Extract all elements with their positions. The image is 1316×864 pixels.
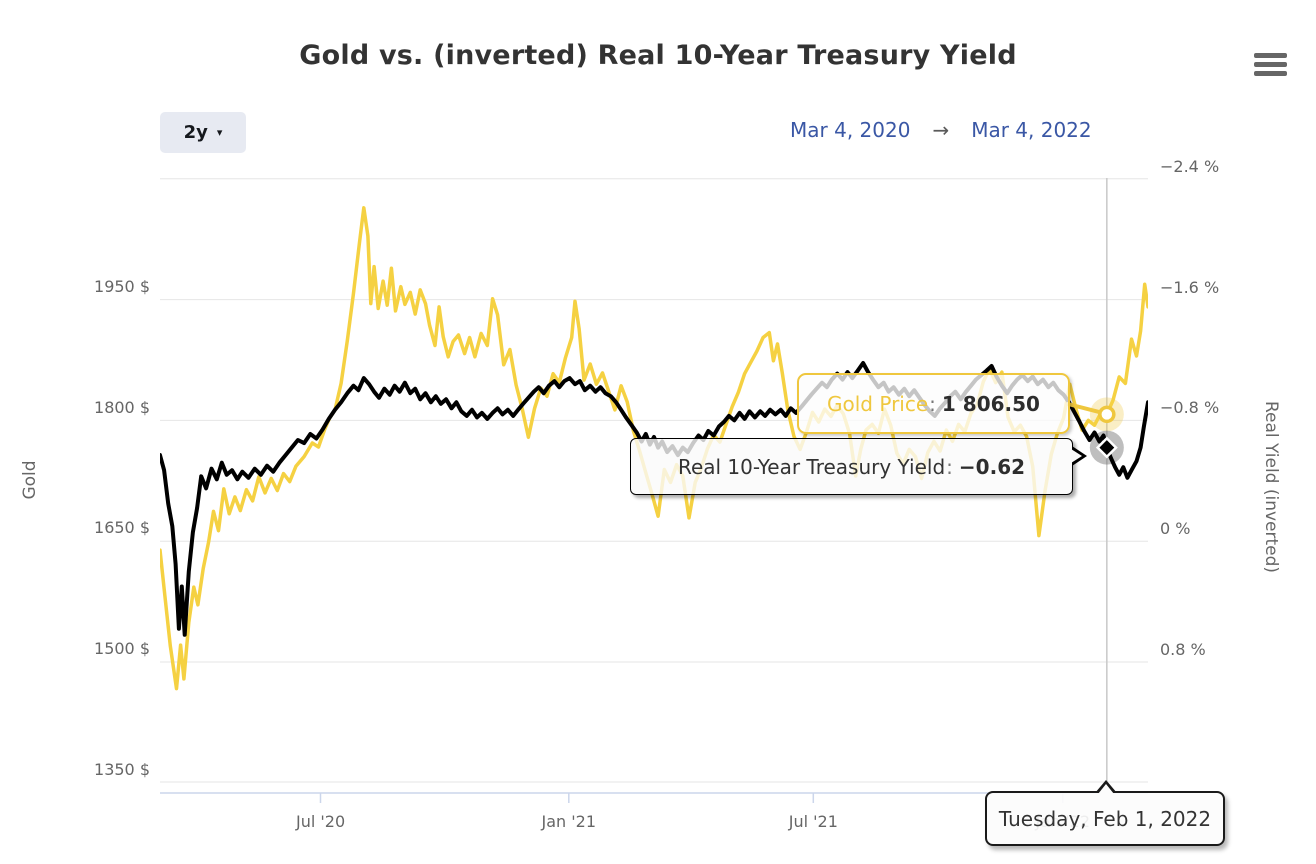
yield-hover-marker <box>1095 436 1118 459</box>
tooltip-yield-label: Real 10-Year Treasury Yield <box>677 454 946 479</box>
y-axis-label-yield: −0.8 % <box>1160 398 1220 418</box>
range-label: 2y <box>183 122 208 143</box>
y-axis-label-yield: 0 % <box>1160 519 1191 539</box>
y-axis-label-gold: 1650 $ <box>94 518 150 538</box>
range-selector-button[interactable]: 2y ▾ <box>160 112 246 153</box>
y-axis-title-real-yield: Real Yield (inverted) <box>1261 400 1281 574</box>
tooltip-yield-value: −0.62 <box>958 454 1026 479</box>
date-to-link[interactable]: Mar 4, 2022 <box>971 118 1092 142</box>
tooltip-connector <box>1066 402 1103 415</box>
date-range: Mar 4, 2020 → Mar 4, 2022 <box>790 118 1092 142</box>
tooltip-date: Tuesday, Feb 1, 2022 <box>985 780 1225 846</box>
date-from-link[interactable]: Mar 4, 2020 <box>790 118 911 142</box>
tooltip-treasury-yield: Real 10-Year Treasury Yield: −0.62 <box>630 438 1087 495</box>
arrow-right-icon: → <box>932 118 950 142</box>
y-axis-label-yield: 0.8 % <box>1160 640 1206 659</box>
page-title: Gold vs. (inverted) Real 10-Year Treasur… <box>299 40 1017 71</box>
y-axis-title-gold: Gold <box>20 460 40 500</box>
x-axis-label: Jan '21 <box>541 812 597 831</box>
x-axis-label: Jul '20 <box>295 812 346 831</box>
x-axis-label: Jul '21 <box>788 812 838 831</box>
gold-hover-marker <box>1098 405 1116 424</box>
y-axis-label-gold: 1950 $ <box>94 276 150 296</box>
chevron-down-icon: ▾ <box>216 126 223 139</box>
y-axis-label-yield: −2.4 % <box>1160 156 1220 176</box>
y-axis-label-gold: 1350 $ <box>94 760 150 779</box>
tooltip-gold-value: 1 806.50 <box>941 391 1040 416</box>
tooltip-gold-label: Gold Price <box>827 391 929 416</box>
y-axis-label-gold: 1500 $ <box>94 639 150 659</box>
y-axis-label-gold: 1800 $ <box>94 397 150 417</box>
y-axis-label-yield: −1.6 % <box>1160 277 1220 297</box>
tooltip-date-text: Tuesday, Feb 1, 2022 <box>998 806 1212 831</box>
tooltip-gold-price: Gold Price:1 806.50 <box>797 373 1070 434</box>
hamburger-icon[interactable] <box>1248 44 1292 84</box>
